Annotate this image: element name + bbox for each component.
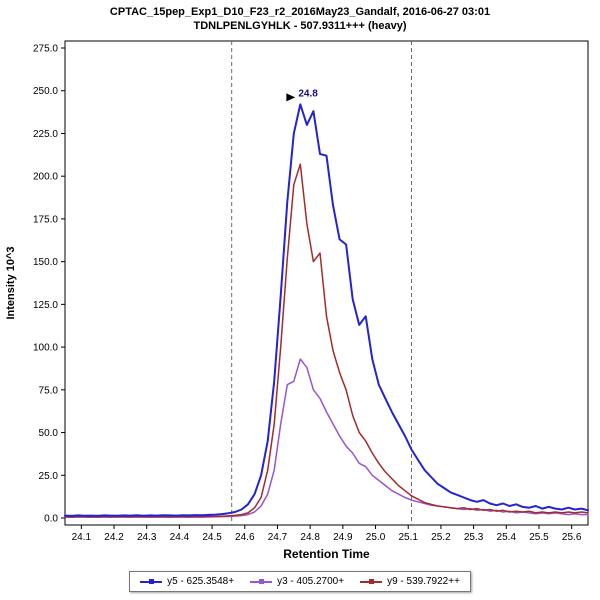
x-tick-label: 24.5	[202, 532, 222, 543]
peak-rt-annotation: 24.8	[298, 88, 318, 99]
y-tick-label: 150.0	[33, 257, 58, 268]
legend: y5 - 625.3548+ y3 - 405.2700+ y9 - 539.792…	[0, 571, 600, 592]
y-tick-label: 0.0	[44, 514, 58, 525]
y-axis-title: Intensity 10^3	[5, 246, 17, 319]
plot-frame	[64, 40, 589, 526]
x-tick-label: 24.7	[268, 532, 288, 543]
y-tick-label: 25.0	[39, 471, 59, 482]
legend-label: y9 - 539.7922++	[387, 576, 460, 587]
legend-item-y5: y5 - 625.3548+	[140, 576, 234, 587]
y-tick-label: 100.0	[33, 343, 58, 354]
y-tick-label: 75.0	[39, 385, 59, 396]
chart-subtitle: TDNLPENLGYHLK - 507.9311+++ (heavy)	[193, 20, 407, 32]
title-block: CPTAC_15pep_Exp1_D10_F23_r2_2016May23_Ga…	[0, 0, 600, 33]
y-tick-label: 200.0	[33, 172, 58, 183]
legend-item-y9: y9 - 539.7922++	[360, 576, 460, 587]
x-tick-label: 24.1	[72, 532, 92, 543]
x-axis: 24.1 24.2 24.3 24.4 24.5 24.6 24.7 24.8 24.9 25.0…	[72, 525, 582, 543]
x-tick-label: 24.6	[235, 532, 255, 543]
y-tick-label: 50.0	[39, 428, 59, 439]
legend-item-y3: y3 - 405.2700+	[250, 576, 344, 587]
x-tick-label: 25.1	[398, 532, 418, 543]
y-axis: 0.0 25.0 50.0 75.0 100.0 125.0 150.0 175.0 200.0…	[33, 44, 65, 525]
y-tick-label: 125.0	[33, 300, 58, 311]
y-tick-label: 175.0	[33, 214, 58, 225]
y-tick-label: 225.0	[33, 129, 58, 140]
legend-line-swatch	[140, 578, 163, 584]
trace-y5	[64, 103, 589, 517]
x-tick-label: 24.8	[300, 532, 320, 543]
x-tick-label: 24.2	[104, 532, 124, 543]
peak-apex-arrow-icon	[286, 93, 296, 102]
x-tick-label: 24.4	[170, 532, 190, 543]
x-tick-label: 24.9	[333, 532, 353, 543]
y-tick-label: 250.0	[33, 86, 58, 97]
x-tick-label: 25.2	[431, 532, 451, 543]
legend-label: y3 - 405.2700+	[277, 576, 345, 587]
legend-line-swatch	[360, 578, 383, 584]
x-tick-label: 25.0	[366, 532, 386, 543]
legend-box: y5 - 625.3548+ y3 - 405.2700+ y9 - 539.792…	[129, 571, 471, 592]
x-tick-label: 24.3	[137, 532, 157, 543]
trace-y9	[64, 163, 589, 518]
legend-label: y5 - 625.3548+	[167, 576, 235, 587]
x-axis-title: Retention Time	[283, 547, 370, 561]
chromatogram-plot[interactable]: 0.0 25.0 50.0 75.0 100.0 125.0 150.0 175.0 200.0…	[0, 33, 600, 565]
legend-line-swatch	[250, 578, 273, 584]
x-tick-label: 25.4	[497, 532, 517, 543]
chart-title: CPTAC_15pep_Exp1_D10_F23_r2_2016May23_Ga…	[109, 6, 491, 18]
x-tick-label: 25.6	[562, 532, 582, 543]
y-tick-label: 275.0	[33, 44, 58, 55]
x-tick-label: 25.5	[529, 532, 549, 543]
x-tick-label: 25.3	[464, 532, 484, 543]
